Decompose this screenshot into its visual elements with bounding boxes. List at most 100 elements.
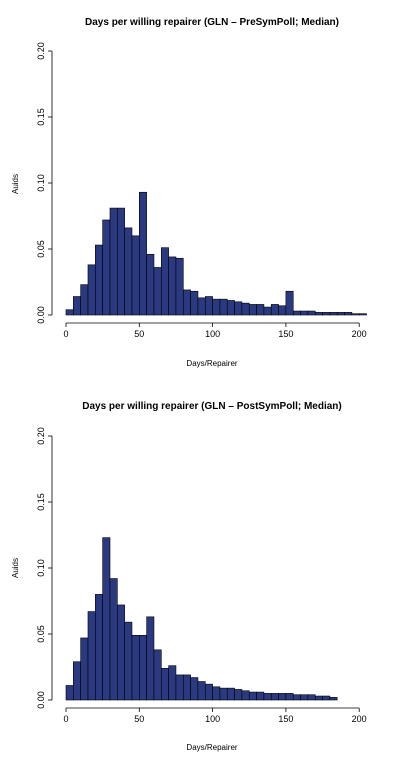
x-tick-label: 200 (352, 714, 367, 724)
histogram-bar (87, 611, 96, 701)
histogram-bar (292, 694, 301, 701)
histogram-bar (102, 219, 111, 316)
histogram-bar (175, 674, 184, 701)
histogram-bar (80, 284, 89, 316)
x-axis-label: Days/Repairer (186, 743, 237, 752)
histogram-bar (153, 267, 162, 316)
histogram-bar (95, 244, 103, 316)
histogram-bar (87, 264, 96, 316)
histogram-bar (219, 298, 228, 316)
histogram-bar (65, 685, 74, 701)
y-tick-label: 0.00 (36, 691, 46, 709)
histogram-panel-presympoll: Days per willing repairer (GLN – PreSymP… (11, 17, 367, 368)
y-axis-label: Auids (11, 174, 20, 194)
histogram-bar (73, 296, 81, 316)
histogram-bar (117, 604, 125, 701)
x-tick-label: 150 (278, 329, 293, 339)
histogram-bar (160, 247, 169, 316)
x-tick-label: 100 (205, 329, 220, 339)
y-axis: 0.00 0.05 0.10 0.15 0.20 (36, 42, 53, 324)
histogram-bar (197, 297, 206, 316)
y-tick-label: 0.05 (36, 625, 46, 643)
histogram-bar (285, 290, 294, 316)
y-tick-label: 0.10 (36, 559, 46, 577)
histogram-bar (204, 683, 213, 701)
histogram-bar (124, 227, 133, 316)
y-axis-label: Auids (11, 558, 20, 578)
y-tick-label: 0.10 (36, 174, 46, 192)
histogram-bar (102, 537, 111, 701)
histogram-bar (234, 301, 243, 316)
histogram-bar (344, 312, 353, 316)
histogram-bar (226, 687, 235, 701)
x-axis-label: Days/Repairer (186, 359, 237, 368)
histogram-bar (314, 695, 323, 701)
histogram-bar (270, 304, 279, 316)
histogram-bar (182, 289, 191, 316)
histogram-bar (131, 235, 140, 316)
bars-group (65, 537, 338, 701)
histogram-bar (73, 661, 81, 701)
histogram-bar (226, 300, 235, 316)
x-axis: 0 50 100 150 200 (63, 707, 367, 724)
histogram-bar (146, 253, 155, 316)
y-tick-label: 0.15 (36, 108, 46, 126)
y-tick-label: 0.20 (36, 427, 46, 445)
x-axis: 0 50 100 150 200 (63, 322, 367, 339)
y-tick-label: 0.15 (36, 493, 46, 511)
histogram-bar (336, 312, 345, 316)
x-tick-label: 0 (63, 714, 68, 724)
histogram-bar (117, 207, 125, 316)
histogram-bar (109, 578, 118, 701)
histogram-bar (212, 298, 221, 316)
histogram-bar (131, 635, 140, 701)
x-tick-label: 150 (278, 714, 293, 724)
x-tick-label: 50 (134, 329, 144, 339)
histogram-bar (190, 290, 199, 316)
histogram-bar (146, 616, 155, 701)
histogram-bar (307, 694, 316, 701)
histogram-bar (95, 594, 103, 701)
histogram-bar (109, 207, 118, 316)
histogram-bar (263, 306, 272, 316)
histogram-bar (322, 695, 331, 701)
histogram-bar (314, 312, 323, 316)
histogram-bar (270, 693, 279, 701)
histogram-bar (160, 668, 169, 701)
histogram-bar (241, 302, 250, 316)
y-tick-label: 0.00 (36, 306, 46, 324)
histogram-bar (219, 687, 228, 701)
histogram-bar (241, 690, 250, 701)
histogram-bar (248, 304, 257, 316)
bars-group (65, 191, 367, 316)
histogram-bar (263, 693, 272, 701)
x-tick-label: 200 (352, 329, 367, 339)
histogram-bar (248, 691, 257, 701)
histogram-bar (300, 694, 309, 701)
histogram-bar (329, 312, 338, 316)
y-axis: 0.00 0.05 0.10 0.15 0.20 (36, 427, 53, 709)
histogram-bar (124, 621, 133, 701)
chart-title: Days per willing repairer (GLN – PostSym… (82, 401, 342, 412)
histogram-bar (285, 693, 294, 701)
histogram-bar (322, 312, 331, 316)
x-tick-label: 0 (63, 329, 68, 339)
histogram-bar (212, 686, 221, 701)
histogram-bar (197, 681, 206, 701)
histogram-bar (292, 310, 301, 316)
y-tick-label: 0.20 (36, 42, 46, 60)
histogram-bar (300, 310, 309, 316)
histogram-bar (182, 674, 191, 701)
histogram-bar (168, 665, 177, 701)
histogram-bar (168, 256, 177, 316)
histogram-bar (256, 691, 265, 701)
histogram-bar (175, 257, 184, 316)
histogram-bar (278, 305, 287, 316)
chart-title: Days per willing repairer (GLN – PreSymP… (85, 17, 339, 28)
histogram-bar (307, 310, 316, 316)
histogram-bar (65, 309, 74, 316)
histogram-bar (190, 677, 199, 701)
histogram-bar (234, 689, 243, 701)
x-tick-label: 100 (205, 714, 220, 724)
